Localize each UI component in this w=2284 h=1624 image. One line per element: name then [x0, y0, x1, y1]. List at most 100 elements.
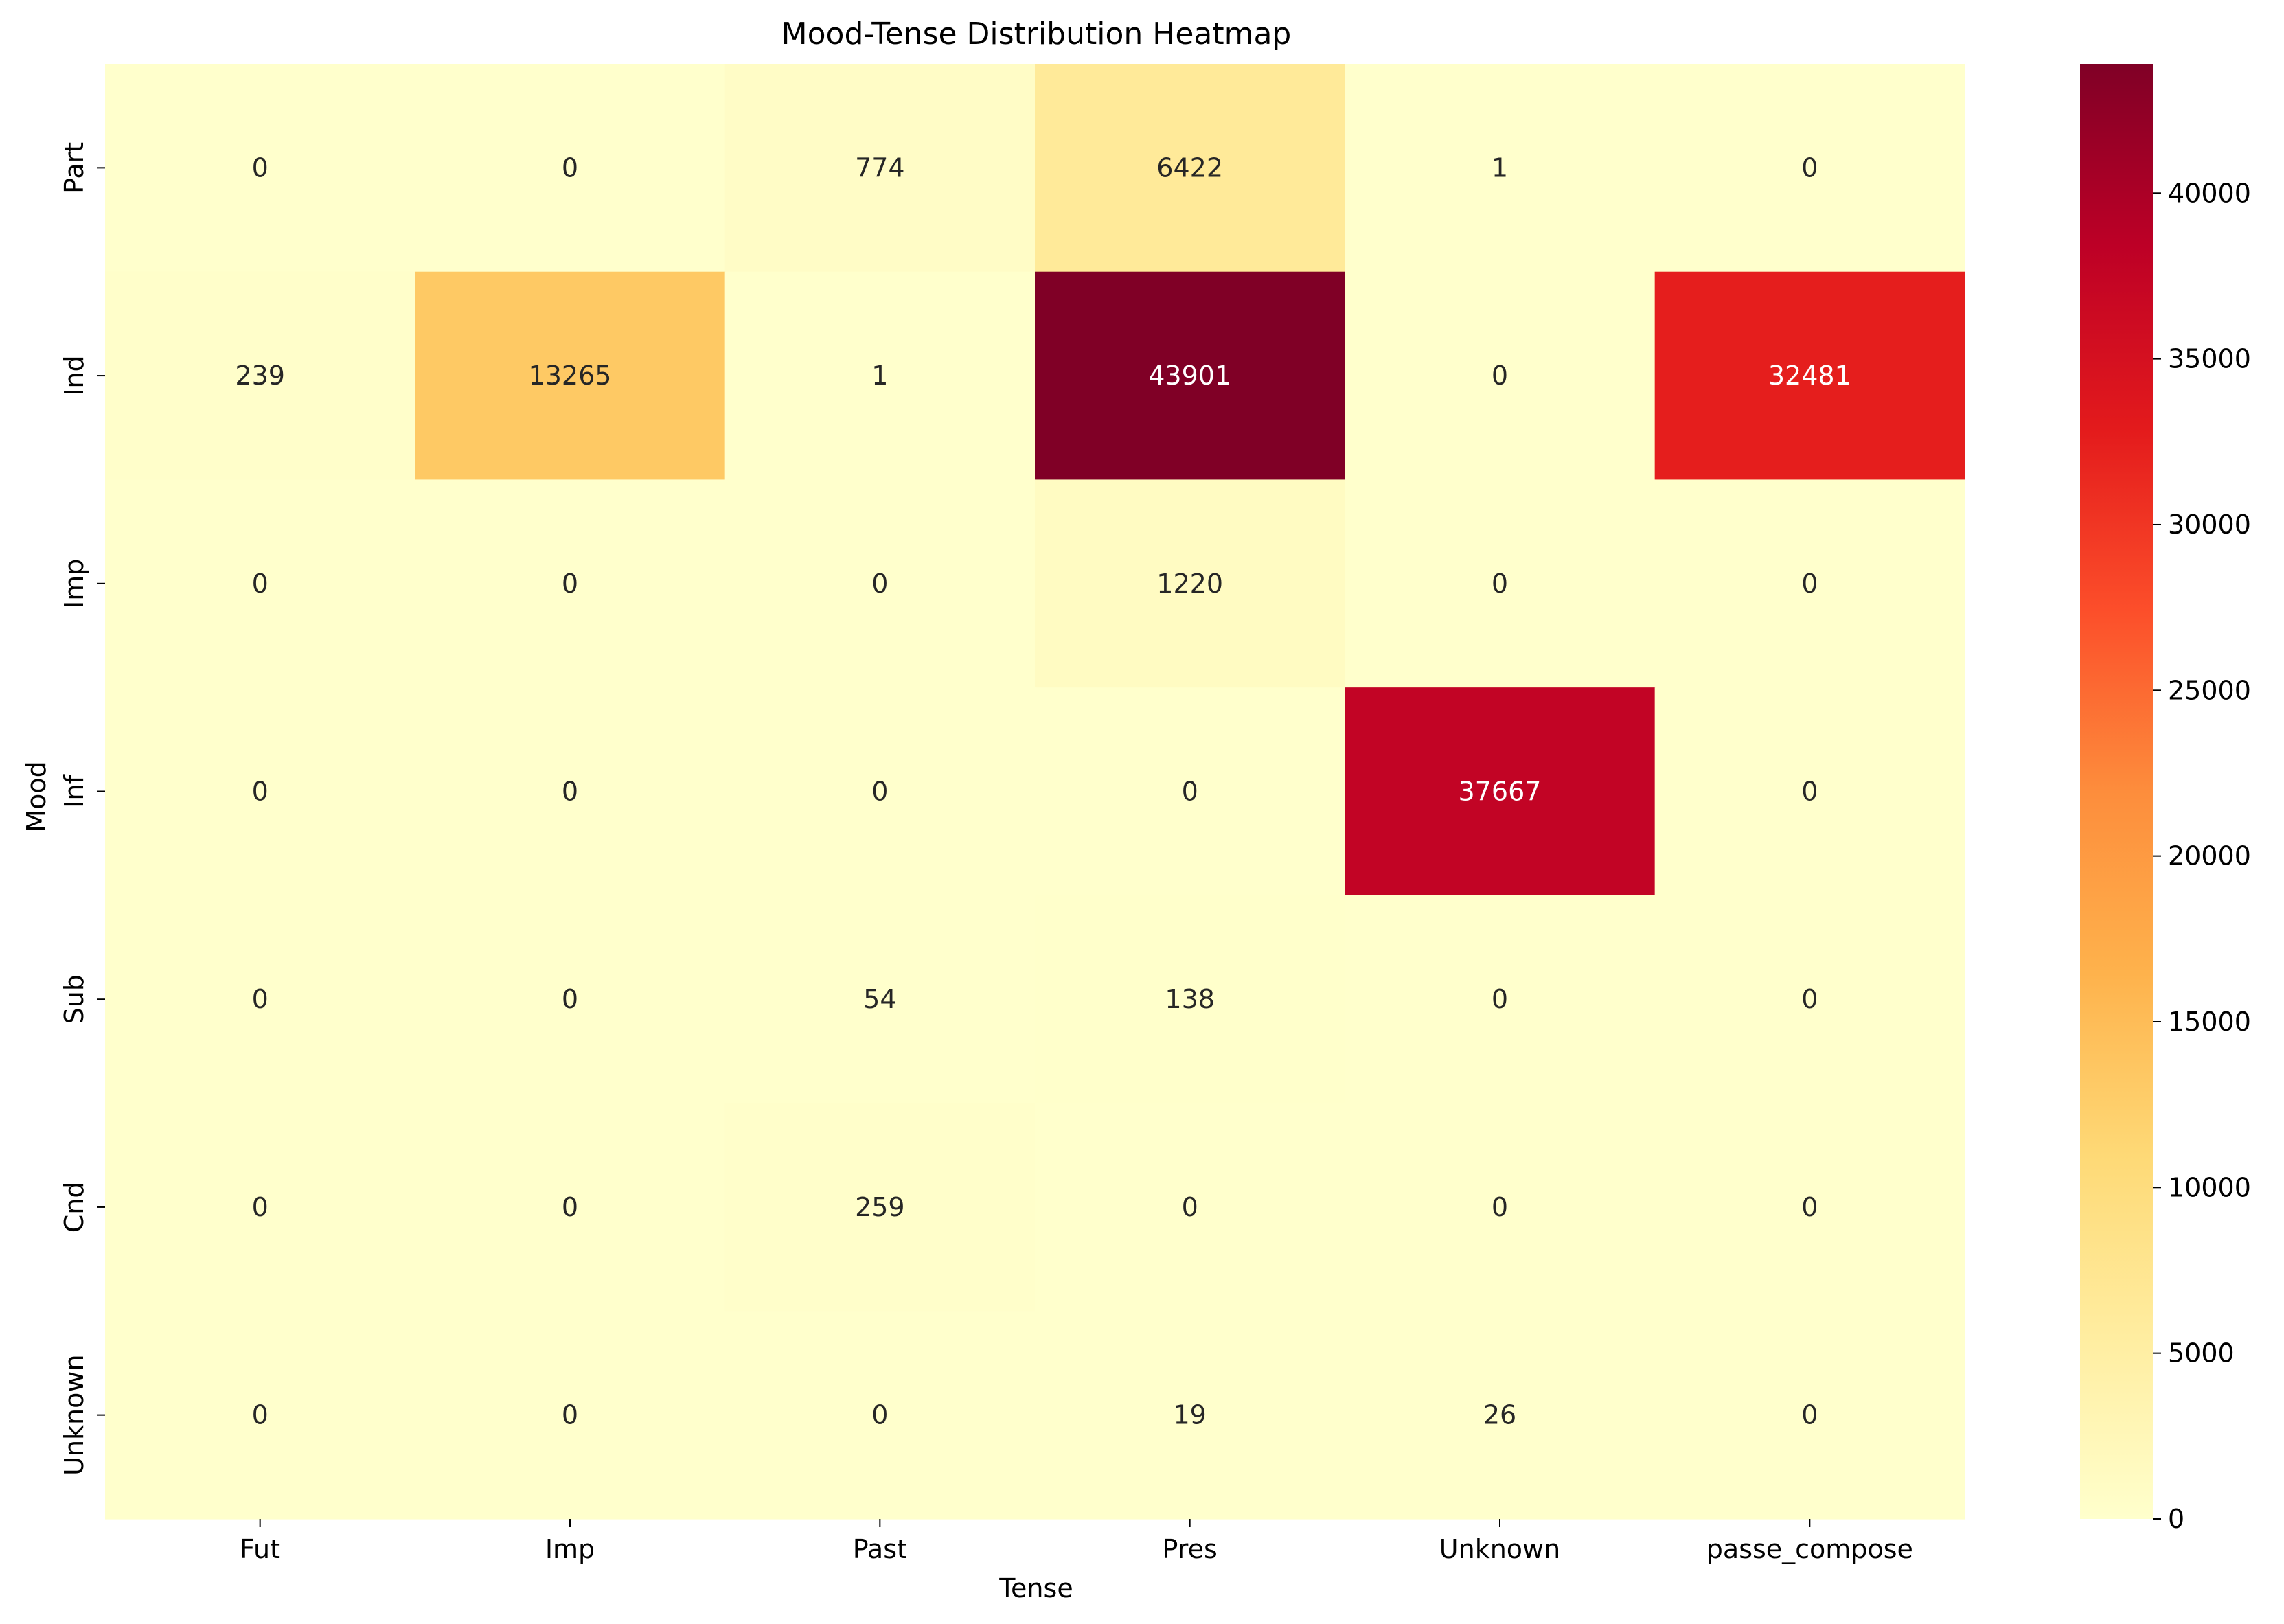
cell-value-label: 0	[871, 1400, 888, 1430]
heatmap-cell	[105, 64, 415, 273]
heatmap-cell	[1654, 64, 1965, 273]
heatmap-cell	[1035, 1311, 1345, 1520]
heatmap-cell	[1035, 479, 1345, 688]
cell-value-label: 0	[1801, 569, 1818, 599]
y-tick-label: Ind	[59, 355, 89, 396]
heatmap-cell	[724, 895, 1036, 1104]
cell-value-label: 0	[562, 984, 578, 1014]
heatmap-cell	[105, 895, 415, 1104]
heatmap-cell	[724, 64, 1036, 273]
cell-value-label: 0	[1182, 777, 1198, 807]
heatmap-cell	[415, 1311, 726, 1520]
cell-value-label: 19	[1173, 1400, 1206, 1430]
x-tick-label: passe_compose	[1706, 1534, 1913, 1564]
y-tick-label: Part	[59, 142, 89, 194]
heatmap-cell	[1035, 1103, 1345, 1312]
cell-value-label: 37667	[1459, 777, 1542, 807]
heatmap-cell	[1654, 895, 1965, 1104]
heatmap-cell	[1345, 1311, 1656, 1520]
cell-value-label: 0	[252, 152, 269, 183]
heatmap-cell	[1654, 687, 1965, 896]
cell-value-label: 0	[562, 569, 578, 599]
heatmap-cell	[1345, 479, 1656, 688]
cell-value-label: 0	[562, 1400, 578, 1430]
heatmap-cell	[1345, 1103, 1656, 1312]
cell-value-label: 0	[562, 1192, 578, 1222]
colorbar-gradient	[2080, 64, 2153, 1519]
cell-value-label: 0	[1801, 984, 1818, 1014]
cell-value-label: 0	[871, 777, 888, 807]
heatmap-cell	[415, 687, 726, 896]
colorbar-tick-label: 30000	[2168, 510, 2251, 540]
cell-value-label: 0	[1801, 152, 1818, 183]
colorbar-ticks: 0 5000 10000 15000 20000 25000 30000 35000 40000	[2153, 178, 2251, 1534]
x-tick-label: Fut	[240, 1534, 280, 1564]
chart-title: Mood-Tense Distribution Heatmap	[781, 16, 1292, 52]
cell-value-label: 6422	[1156, 152, 1223, 183]
heatmap-cell	[415, 64, 726, 273]
colorbar-tick-label: 10000	[2168, 1172, 2251, 1202]
heatmap-cell	[105, 271, 415, 481]
cell-value-label: 0	[252, 1192, 269, 1222]
cell-value-label: 259	[855, 1192, 905, 1222]
heatmap-cell	[724, 1103, 1036, 1312]
cell-value-label: 0	[1182, 1192, 1198, 1222]
y-tick-label: Cnd	[59, 1182, 89, 1233]
heatmap-cell	[1345, 271, 1656, 481]
cell-value-label: 26	[1483, 1400, 1516, 1430]
cell-value-label: 0	[1801, 777, 1818, 807]
y-axis: Part Ind Imp Inf Sub Cnd Unknown	[59, 142, 105, 1476]
cell-value-label: 32481	[1768, 361, 1851, 391]
cell-value-label: 0	[252, 569, 269, 599]
cell-value-label: 0	[252, 1400, 269, 1430]
heatmap-cell	[105, 687, 415, 896]
cell-value-label: 239	[235, 361, 285, 391]
heatmap-cell	[105, 479, 415, 688]
heatmap-cell	[1035, 64, 1345, 273]
colorbar-tick-label: 20000	[2168, 841, 2251, 871]
heatmap-cell	[1345, 687, 1656, 896]
x-axis: Fut Imp Past Pres Unknown passe_compose	[240, 1519, 1913, 1564]
cell-value-label: 0	[562, 777, 578, 807]
heatmap-cell	[1654, 271, 1965, 481]
heatmap-cell	[1345, 895, 1656, 1104]
cell-value-label: 0	[871, 569, 888, 599]
heatmap-cell	[1654, 1103, 1965, 1312]
heatmap-cell	[1345, 64, 1656, 273]
heatmap-cell	[415, 895, 726, 1104]
heatmap-cell	[724, 479, 1036, 688]
cell-value-label: 0	[1801, 1400, 1818, 1430]
cell-value-label: 1	[1492, 152, 1508, 183]
heatmap-cell	[1654, 1311, 1965, 1520]
colorbar	[2080, 64, 2153, 1519]
heatmap-cell	[105, 1103, 415, 1312]
y-tick-label: Sub	[59, 974, 89, 1024]
heatmap-cell	[1654, 479, 1965, 688]
cell-value-label: 138	[1165, 984, 1215, 1014]
colorbar-tick-label: 25000	[2168, 675, 2251, 705]
colorbar-tick-label: 35000	[2168, 344, 2251, 374]
heatmap-cell	[724, 687, 1036, 896]
colorbar-tick-label: 15000	[2168, 1007, 2251, 1037]
heatmap-cell	[1035, 271, 1345, 481]
heatmap-cell	[415, 271, 726, 481]
x-tick-label: Unknown	[1439, 1534, 1560, 1564]
cell-value-label: 0	[1492, 1192, 1508, 1222]
x-tick-label: Pres	[1163, 1534, 1218, 1564]
cell-value-label: 1220	[1156, 569, 1223, 599]
heatmap-cell	[724, 271, 1036, 481]
colorbar-tick-label: 5000	[2168, 1338, 2235, 1369]
y-tick-label: Imp	[59, 559, 89, 608]
y-axis-label: Mood	[21, 761, 52, 832]
cell-value-label: 0	[1492, 984, 1508, 1014]
colorbar-tick-label: 0	[2168, 1504, 2184, 1534]
cell-value-label: 54	[863, 984, 896, 1014]
y-tick-label: Unknown	[59, 1354, 89, 1475]
heatmap-cells	[105, 64, 1965, 1520]
y-tick-label: Inf	[59, 774, 89, 808]
heatmap-cell	[724, 1311, 1036, 1520]
heatmap-cell-labels: 0 0 774 6422 1 0 239 13265 1 43901 0 32481 0 0 0 1220 0 0…	[235, 152, 1851, 1430]
heatmap-cell	[415, 479, 726, 688]
cell-value-label: 0	[1492, 569, 1508, 599]
cell-value-label: 13265	[529, 361, 612, 391]
